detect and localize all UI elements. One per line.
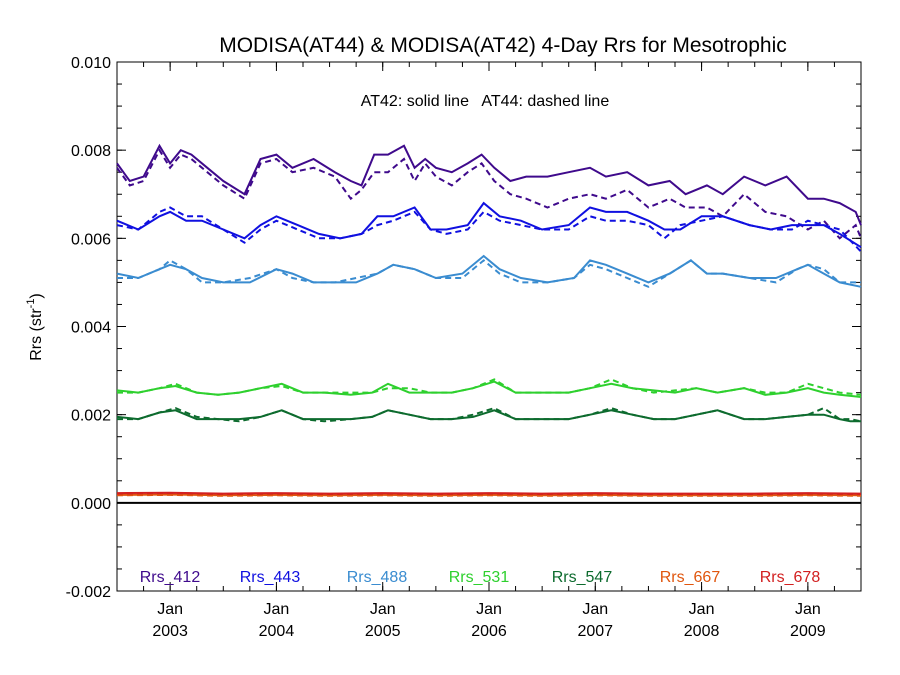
plot-frame <box>116 61 862 592</box>
y-tick-label: 0.010 <box>71 55 111 72</box>
line-style-annotation: AT42: solid line AT44: dashed line <box>361 93 610 110</box>
x-tick-month-label: Jan <box>264 601 290 618</box>
series-rrs-678-solid-line <box>116 491 862 495</box>
y-tick-label: 0.006 <box>71 231 111 248</box>
x-tick-year-label: 2005 <box>365 623 401 640</box>
y-tick-label: 0.004 <box>71 320 111 337</box>
series-rrs-412-solid-line <box>116 143 862 226</box>
series-rrs-547-solid-line <box>116 409 861 423</box>
series-rrs-547-dashed-line <box>117 406 862 423</box>
series-rrs-443-dashed-line <box>116 206 862 253</box>
x-tick-year-label: 2006 <box>471 623 507 640</box>
x-tick-year-label: 2008 <box>684 623 720 640</box>
plot-area: -0.002 0.000 0.002 0.004 0.006 0.008 0.010 Jan 2… <box>66 55 862 640</box>
x-tick-month-label: Jan <box>370 601 396 618</box>
y-axis-label-main: Rrs (str <box>28 308 45 361</box>
y-tick-label: 0.002 <box>71 408 111 425</box>
x-tick-year-label: 2007 <box>577 623 613 640</box>
y-axis-label: Rrs (str-1) <box>25 293 45 361</box>
legend-entry: Rrs_547 <box>552 569 613 586</box>
x-tick-month-label: Jan <box>795 601 821 618</box>
legend-entry: Rrs_412 <box>140 569 201 586</box>
chart-title: MODISA(AT44) & MODISA(AT42) 4-Day Rrs fo… <box>219 34 787 57</box>
legend-entry: Rrs_667 <box>660 569 721 586</box>
x-tick-month-label: Jan <box>157 601 183 618</box>
series-rrs-412-dashed-line <box>116 148 862 240</box>
series-rrs-443-solid-line <box>116 201 862 249</box>
y-tick-label: -0.002 <box>66 584 111 601</box>
legend-entry: Rrs_443 <box>240 569 301 586</box>
y-axis-label-close: ) <box>28 293 45 298</box>
series-rrs-667-solid-line <box>116 493 862 497</box>
x-tick-month-label: Jan <box>689 601 715 618</box>
y-axis-label-sup: -1 <box>25 299 37 309</box>
series-rrs-531-dashed-line <box>117 378 862 396</box>
legend-entry: Rrs_488 <box>347 569 408 586</box>
y-tick-label: 0.000 <box>71 496 111 513</box>
legend-entry: Rrs_678 <box>760 569 821 586</box>
x-tick-year-label: 2003 <box>152 623 188 640</box>
x-tick-year-label: 2009 <box>790 623 826 640</box>
x-tick-year-label: 2004 <box>259 623 295 640</box>
series-rrs-488-solid-line <box>116 254 862 288</box>
x-tick-month-label: Jan <box>582 601 608 618</box>
y-tick-label: 0.008 <box>71 143 111 160</box>
x-tick-month-label: Jan <box>476 601 502 618</box>
legend-entry: Rrs_531 <box>449 569 510 586</box>
series-rrs-531-solid-line <box>116 380 862 398</box>
